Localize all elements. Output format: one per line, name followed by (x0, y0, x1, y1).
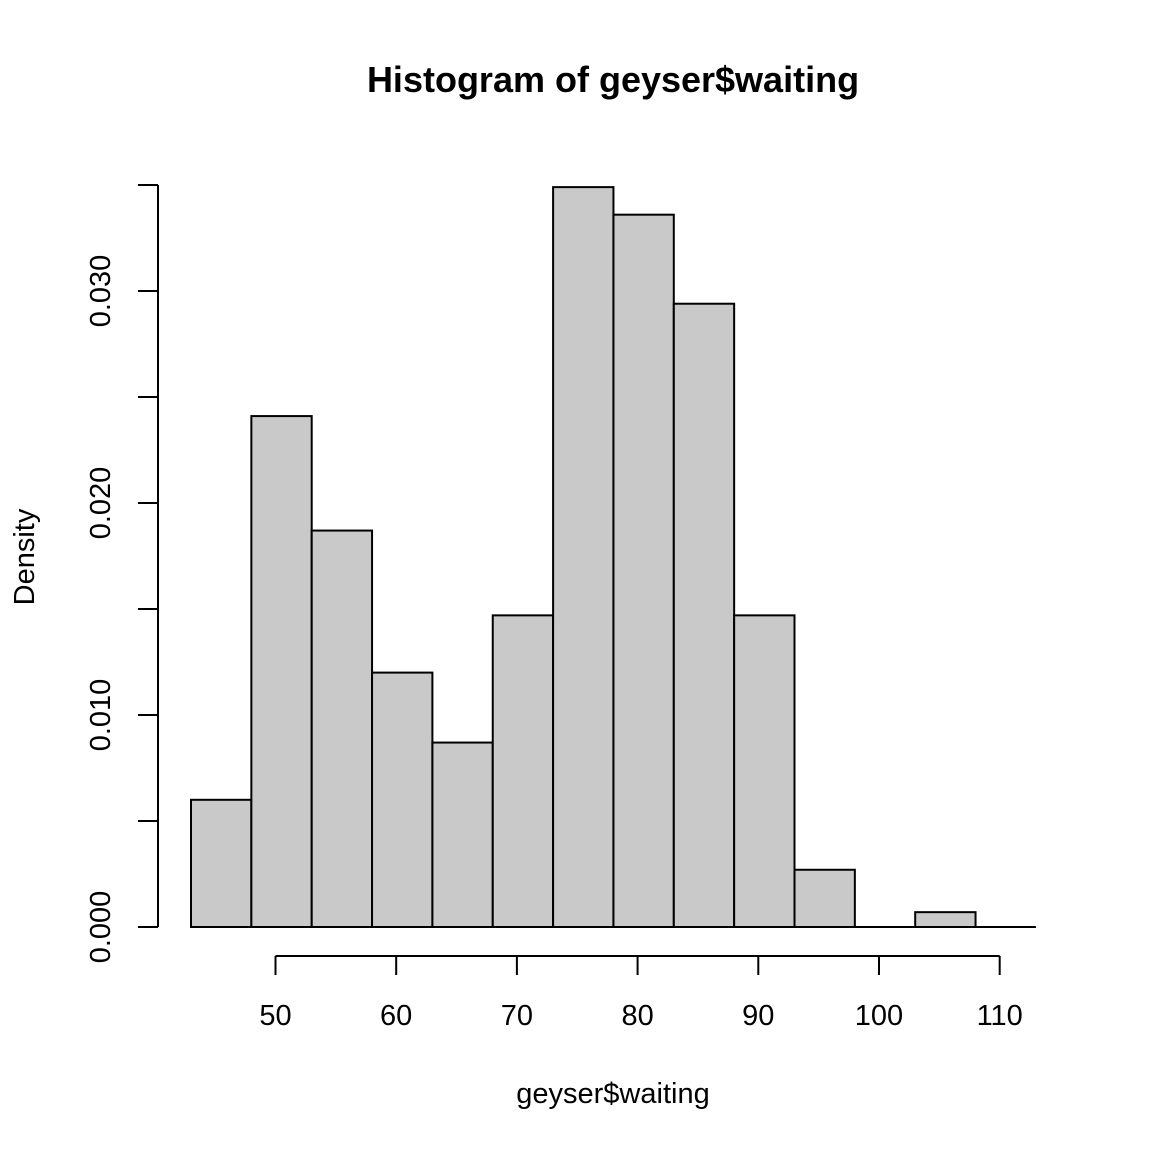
histogram-bar (552, 186, 615, 928)
x-tick-label: 110 (977, 1000, 1023, 1032)
histogram-bar (914, 911, 977, 928)
histogram-bar (793, 868, 856, 929)
x-tick-label: 80 (621, 1000, 653, 1032)
x-tick-label: 60 (380, 1000, 412, 1032)
bars-group (190, 186, 1036, 929)
histogram-bar (190, 798, 253, 928)
x-axis: 50 60 70 80 90 100 110 (259, 955, 1023, 1032)
histogram-bar (310, 529, 374, 928)
y-axis-label: Density (9, 508, 41, 605)
histogram-bar (491, 614, 555, 928)
y-tick-label: 0.020 (85, 467, 117, 540)
x-tick-label: 50 (259, 1000, 291, 1032)
x-tick-label: 90 (742, 1000, 774, 1032)
histogram-bar (612, 213, 675, 928)
histogram-bar (672, 302, 736, 929)
x-axis-label: geyser$waiting (516, 1078, 709, 1110)
histogram-bar (733, 614, 796, 928)
histogram-bar (250, 415, 313, 928)
y-tick-label: 0.030 (85, 255, 117, 328)
x-tick-label: 70 (501, 1000, 533, 1032)
y-tick-label: 0.010 (85, 679, 117, 752)
histogram-bar (371, 671, 434, 928)
y-tick-label: 0.000 (85, 891, 117, 964)
x-tick-label: 100 (855, 1000, 903, 1032)
chart-title: Histogram of geyser$waiting (367, 59, 859, 100)
histogram-bar (431, 741, 494, 928)
y-axis: 0.000 0.010 0.020 0.030 (85, 184, 159, 964)
